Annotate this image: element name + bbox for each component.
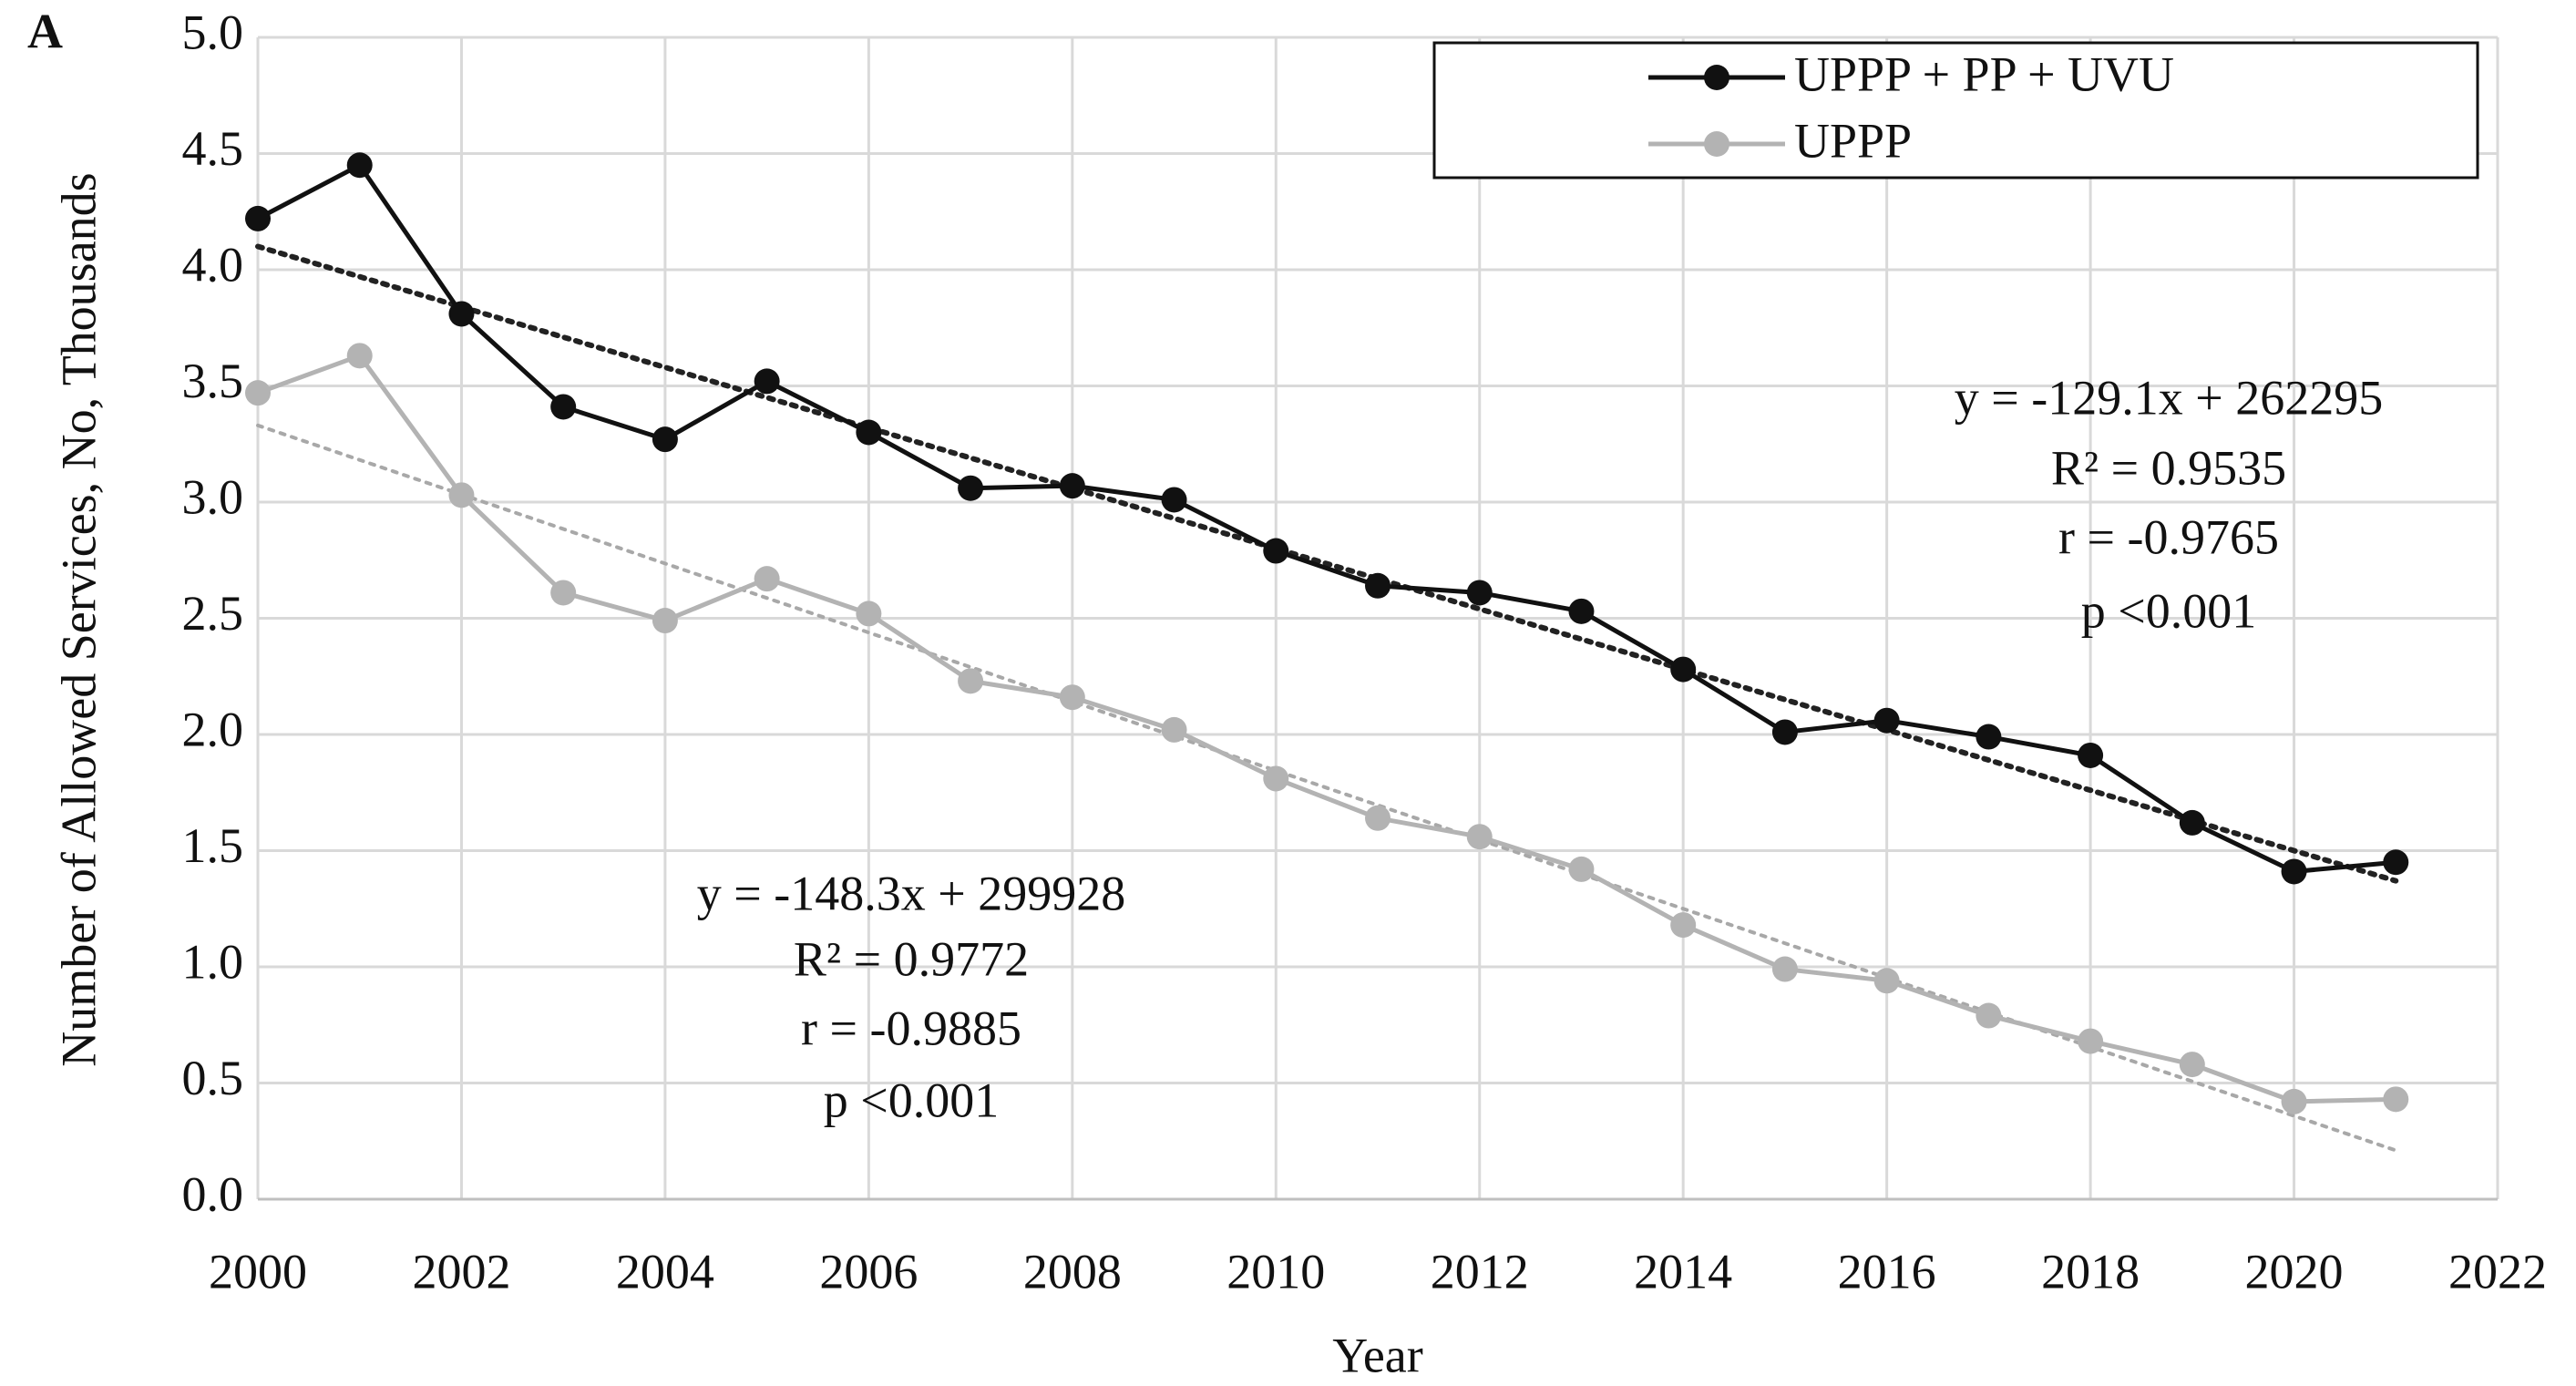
trend-annotation: y = -129.1x + 262295 <box>1955 370 2383 425</box>
data-point <box>550 580 577 606</box>
data-point <box>2281 858 2307 885</box>
legend-marker <box>1704 131 1729 157</box>
series-line <box>256 162 2396 874</box>
y-tick-label: 4.5 <box>182 121 244 176</box>
legend-label: UPPP <box>1794 113 1912 168</box>
x-tick-label: 2000 <box>209 1244 307 1299</box>
trend-annotation: R² = 0.9535 <box>2051 440 2286 495</box>
x-tick-label: 2022 <box>2448 1244 2547 1299</box>
data-point <box>346 343 373 369</box>
x-tick-label: 2006 <box>819 1244 918 1299</box>
data-point <box>346 152 373 179</box>
data-point <box>448 482 475 508</box>
trend-annotation: p <0.001 <box>2081 583 2256 638</box>
data-point <box>1771 719 1798 745</box>
y-tick-label: 3.0 <box>182 469 244 524</box>
data-point <box>1161 487 1187 513</box>
data-point <box>2078 1028 2104 1054</box>
x-tick-label: 2014 <box>1634 1244 1732 1299</box>
y-tick-label: 1.0 <box>182 934 244 989</box>
data-point <box>754 368 780 395</box>
data-point <box>652 426 678 453</box>
data-point <box>2383 849 2409 876</box>
data-point <box>754 566 780 592</box>
y-tick-label: 0.5 <box>182 1051 244 1105</box>
data-point <box>550 394 577 420</box>
x-tick-label: 2012 <box>1431 1244 1529 1299</box>
data-point <box>1365 572 1391 599</box>
y-tick-label: 2.0 <box>182 702 244 756</box>
data-point <box>448 301 475 327</box>
y-axis-label: Number of Allowed Services, No, Thousand… <box>51 172 106 1066</box>
data-point <box>1365 805 1391 831</box>
data-point <box>958 668 984 694</box>
x-tick-label: 2018 <box>2041 1244 2140 1299</box>
data-point <box>245 380 271 406</box>
x-tick-label: 2020 <box>2245 1244 2344 1299</box>
data-point <box>1466 824 1493 850</box>
data-point <box>1771 956 1798 982</box>
y-tick-label: 3.5 <box>182 354 244 408</box>
x-tick-label: 2008 <box>1023 1244 1122 1299</box>
x-tick-label: 2002 <box>412 1244 510 1299</box>
y-tick-label: 5.0 <box>182 5 244 59</box>
x-tick-label: 2010 <box>1226 1244 1325 1299</box>
y-tick-label: 1.5 <box>182 818 244 873</box>
data-point <box>1263 765 1289 792</box>
data-point <box>245 205 271 231</box>
y-tick-label: 0.0 <box>182 1166 244 1221</box>
trend-line <box>256 423 2398 1153</box>
data-point <box>1161 716 1187 743</box>
trend-annotation: r = -0.9885 <box>801 1001 1021 1055</box>
y-tick-label: 4.0 <box>182 237 244 292</box>
trend-line <box>255 243 2399 884</box>
data-point <box>2078 742 2104 768</box>
data-point <box>856 419 882 446</box>
trend-annotation: y = -148.3x + 299928 <box>697 866 1125 920</box>
x-tick-label: 2004 <box>616 1244 714 1299</box>
data-point <box>856 601 882 627</box>
data-point <box>1976 724 2002 750</box>
trend-annotation: r = -0.9765 <box>2058 509 2279 564</box>
legend-marker <box>1704 65 1729 90</box>
data-point <box>1670 912 1697 939</box>
x-tick-label: 2016 <box>1838 1244 1936 1299</box>
x-axis-label: Year <box>1332 1328 1423 1382</box>
data-point <box>1059 684 1085 711</box>
trend-annotation: p <0.001 <box>824 1073 999 1127</box>
data-point <box>1568 856 1595 882</box>
data-point <box>2281 1088 2307 1114</box>
data-point <box>652 608 678 634</box>
data-point <box>2179 809 2205 836</box>
panel-label: A <box>27 4 63 58</box>
series-line <box>257 353 2396 1104</box>
data-point <box>958 475 984 501</box>
data-point <box>1263 538 1289 564</box>
data-point <box>1670 656 1697 683</box>
legend-label: UPPP + PP + UVU <box>1794 46 2174 101</box>
data-point <box>2179 1052 2205 1078</box>
data-point <box>1873 968 1900 994</box>
legend-box <box>1432 41 2479 180</box>
data-point <box>1873 707 1900 734</box>
data-point <box>2383 1086 2409 1113</box>
y-tick-label: 2.5 <box>182 586 244 641</box>
trend-annotation: R² = 0.9772 <box>794 931 1029 986</box>
data-point <box>1568 598 1595 624</box>
data-point <box>1976 1002 2002 1029</box>
data-point <box>1059 473 1085 499</box>
data-point <box>1466 580 1493 606</box>
